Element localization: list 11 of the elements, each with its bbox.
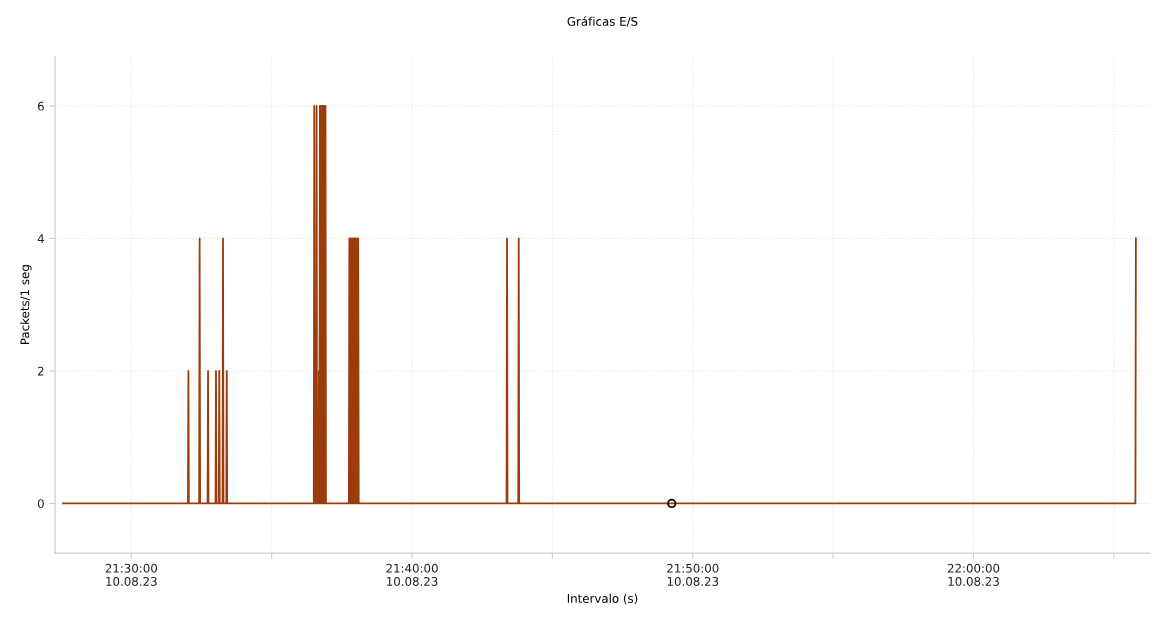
y-axis-title: Packets/1 seg	[20, 265, 32, 344]
x-tick-label: 21:30:00 10.08.23	[105, 563, 158, 586]
x-tick-label: 22:00:00 10.08.23	[947, 563, 1000, 586]
y-tick-label: 0	[37, 499, 44, 509]
y-tick-label: 2	[37, 366, 44, 376]
y-tick-label: 6	[37, 101, 44, 111]
chart-title: Gráficas E/S	[567, 16, 638, 27]
x-tick-label: 21:40:00 10.08.23	[386, 563, 438, 586]
x-tick-label: 21:50:00 10.08.23	[667, 563, 719, 586]
x-axis-title: Intervalo (s)	[567, 593, 638, 605]
y-tick-label: 4	[37, 234, 44, 243]
